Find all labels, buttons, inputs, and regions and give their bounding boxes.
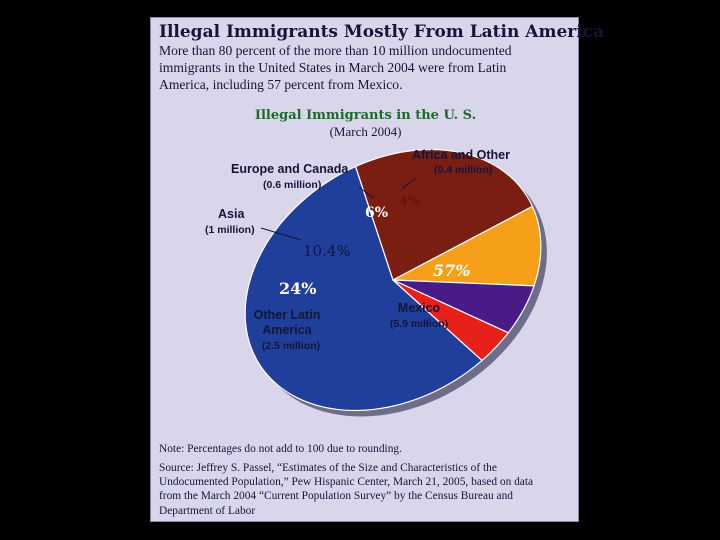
slice-detail-other-latin-america: (2.5 million): [262, 340, 320, 352]
slice-label-mexico: Mexico: [398, 301, 441, 315]
infographic-panel: Illegal Immigrants Mostly From Latin Ame…: [150, 17, 605, 522]
intro-text: More than 80 percent of the more than 10…: [159, 42, 574, 93]
pie-slice-other-latin-america: [355, 148, 534, 281]
chart-source: Source: Jeffrey S. Passel, “Estimates of…: [159, 461, 574, 518]
slice-pct-other-latin-america: 24%: [279, 279, 316, 298]
chart-subtitle: (March 2004): [329, 124, 402, 139]
slice-label-other-latin-america-line2: America: [262, 323, 312, 337]
source-line: Department of Labor: [159, 504, 256, 517]
leader-line-africa: [402, 177, 417, 189]
pie-slice-europe-and-canada: [392, 279, 535, 334]
infographic-title: Illegal Immigrants Mostly From Latin Ame…: [159, 22, 605, 42]
chart-title: Illegal Immigrants in the U. S.: [254, 108, 477, 123]
source-line: Source: Jeffrey S. Passel, “Estimates of…: [159, 462, 497, 474]
slice-detail-asia: (1 million): [205, 224, 255, 236]
slice-detail-africa: (0.4 million): [434, 164, 492, 176]
slice-label-asia: Asia: [218, 207, 245, 221]
source-line: from the March 2004 “Current Population …: [159, 490, 513, 503]
slice-pct-asia: 10.4%: [303, 242, 351, 260]
slice-detail-mexico: (5.9 million): [390, 318, 448, 330]
slice-pct-africa: 4%: [399, 194, 421, 209]
pie-slice-africa-and-other: [392, 279, 509, 362]
slice-detail-europe: (0.6 million): [263, 179, 321, 191]
pie-chart: Europe and Canada (0.6 million) Asia (1 …: [205, 148, 547, 417]
leader-line-europe: [358, 186, 374, 199]
slice-label-europe: Europe and Canada: [231, 162, 349, 176]
slice-label-africa: Africa and Other: [412, 148, 510, 162]
slice-pct-mexico: 57%: [433, 261, 470, 280]
chart-note: Note: Percentages do not add to 100 due …: [159, 443, 402, 455]
leader-line-asia: [260, 227, 302, 241]
pie-slice-mexico: [244, 165, 483, 412]
intro-line: America, including 57 percent from Mexic…: [159, 77, 403, 92]
pie-slice-asia: [392, 205, 542, 287]
intro-line: immigrants in the United States in March…: [159, 60, 507, 75]
pie-slices: [244, 148, 542, 412]
source-line: Undocumented Population,” Pew Hispanic C…: [159, 476, 534, 489]
slice-pct-europe: 6%: [365, 205, 388, 221]
slice-label-other-latin-america-line1: Other Latin: [254, 308, 321, 322]
intro-line: More than 80 percent of the more than 10…: [159, 43, 512, 58]
